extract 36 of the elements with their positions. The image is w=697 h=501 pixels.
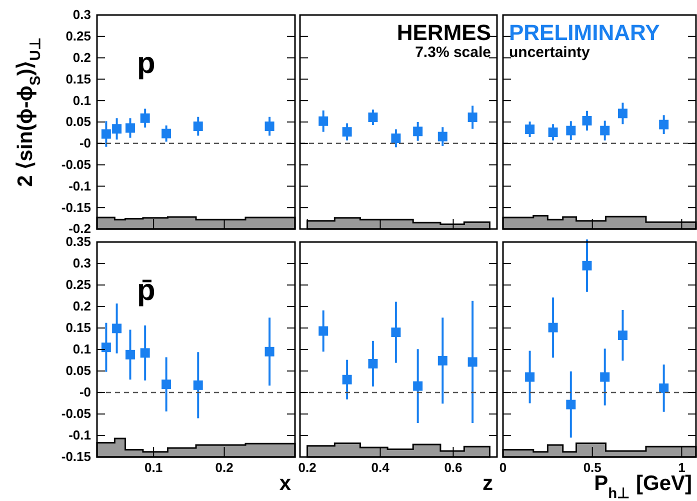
annotation: uncertainty <box>509 44 591 61</box>
y-tick-label: 0.3 <box>72 7 91 22</box>
annotation: p <box>137 47 156 80</box>
annotation: HERMES <box>396 20 491 45</box>
annotation: 7.3% scale <box>415 44 491 61</box>
x-tick-label: 0.4 <box>371 460 390 476</box>
x-tick-label: 0 <box>499 460 507 476</box>
y-tick-label: -0.15 <box>61 449 91 464</box>
x-axis-title: z <box>482 472 493 495</box>
y-tick-label: 0.25 <box>66 28 91 44</box>
y-tick-label: -0.05 <box>61 156 91 172</box>
y-tick-label: -0 <box>79 136 91 151</box>
x-axis-title: x <box>279 472 292 495</box>
x-tick-label: 0.2 <box>298 460 316 476</box>
y-tick-label: -0.2 <box>68 221 91 236</box>
annotation: PRELIMINARY <box>509 20 660 45</box>
y-tick-label: 0.2 <box>72 50 91 65</box>
y-tick-label: -0.1 <box>68 428 91 443</box>
x-tick-label: 0.6 <box>444 460 462 476</box>
y-tick-label: -0.05 <box>61 406 91 422</box>
y-tick-label: 0.15 <box>66 71 91 86</box>
y-tick-label: 0.1 <box>72 92 91 108</box>
y-tick-label: 0.2 <box>72 298 91 314</box>
y-tick-label: 0.3 <box>72 256 91 271</box>
x-tick-label: 0.2 <box>215 460 234 476</box>
y-tick-label: 0.25 <box>66 277 91 292</box>
y-tick-label: 0.1 <box>72 342 91 357</box>
y-tick-label: -0.15 <box>61 200 91 215</box>
y-tick-label: 0.15 <box>66 320 91 336</box>
annotation: p̄ <box>137 274 156 307</box>
x-tick-label: 0.1 <box>144 460 163 476</box>
y-tick-label: 0.05 <box>66 114 91 130</box>
y-tick-label: 0.05 <box>66 363 91 378</box>
y-tick-label: -0.1 <box>68 178 91 194</box>
y-tick-label: -0 <box>79 384 91 400</box>
y-tick-label: 0.35 <box>66 234 91 250</box>
